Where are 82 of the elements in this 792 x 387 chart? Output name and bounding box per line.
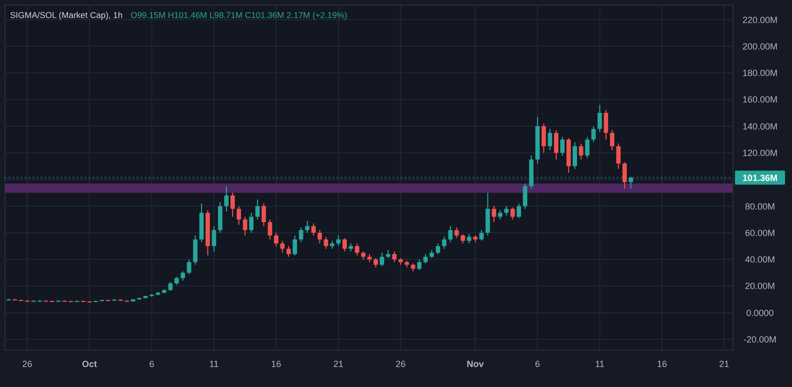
candlestick	[311, 222, 316, 236]
candlestick	[572, 142, 578, 170]
y-tick-label: 80.00M	[744, 201, 776, 212]
candlestick	[193, 234, 198, 266]
x-tick-label: 16	[271, 359, 282, 369]
candlestick	[591, 126, 596, 143]
x-tick-label: 11	[595, 359, 604, 369]
candlestick	[262, 202, 266, 227]
candlestick	[454, 226, 459, 239]
candlestick	[448, 226, 453, 243]
candlestick	[616, 143, 621, 170]
y-tick-label: 220.00M	[742, 14, 778, 25]
y-tick-label: 180.00M	[742, 68, 778, 78]
x-tick-label: 26	[22, 359, 32, 369]
ref-line-label: 101.36M	[742, 172, 778, 183]
candlestick	[274, 232, 278, 247]
candlestick	[510, 206, 515, 220]
candlestick	[498, 210, 502, 220]
y-tick-label: 120.00M	[742, 148, 778, 158]
candlestick	[516, 202, 522, 219]
candlestick	[180, 270, 186, 282]
candlestick	[354, 242, 360, 256]
x-tick-label: Oct	[82, 359, 98, 369]
candlestick	[504, 206, 509, 216]
candlestick	[236, 206, 242, 226]
x-tick-label: 21	[333, 359, 344, 369]
candlestick	[622, 162, 627, 190]
candlestick	[318, 230, 322, 244]
candlestick	[292, 234, 298, 256]
candlestick	[585, 136, 590, 159]
candlestick	[242, 216, 248, 236]
candlestick	[578, 143, 584, 160]
x-tick-label: 6	[535, 359, 540, 369]
y-tick-label: 0.0000	[746, 308, 774, 318]
x-tick-label: 6	[149, 359, 154, 369]
candlestick	[542, 123, 546, 154]
candlestick	[268, 218, 272, 240]
y-tick-label: 20.00M	[744, 281, 776, 292]
text: SIGMA/SOL (Market Cap), 1h	[10, 10, 123, 20]
candlestick	[324, 236, 328, 250]
candlestick	[342, 238, 347, 252]
y-tick-label: 140.00M	[742, 121, 778, 132]
candlestick	[298, 226, 304, 243]
y-tick-label: 160.00M	[742, 94, 778, 105]
candlestick	[436, 242, 440, 255]
x-tick-label: Nov	[466, 359, 484, 369]
x-tick-label: 16	[656, 359, 667, 369]
candlestick	[522, 182, 528, 210]
candlestick	[280, 240, 285, 254]
x-tick-label: 26	[396, 359, 406, 369]
candlestick	[255, 198, 260, 220]
y-tick-label: 200.00M	[742, 41, 778, 52]
x-tick-label: 11	[209, 359, 219, 369]
candlestick	[598, 104, 602, 132]
candlestick	[305, 220, 310, 234]
text: O99.15M H101.46M L98.71M C101.36M 2.17M (+2.19%)	[130, 10, 348, 20]
candlestick	[336, 234, 341, 247]
candlestick	[492, 206, 496, 223]
candlestick	[218, 202, 222, 234]
y-tick-label: -20.00M	[743, 334, 777, 344]
candlestick	[604, 110, 608, 140]
candlestick	[466, 234, 472, 244]
candlestick	[224, 186, 229, 212]
candlestick	[374, 258, 378, 268]
candlestick	[548, 128, 552, 151]
y-tick-label: 60.00M	[744, 228, 776, 238]
candlestick	[560, 136, 565, 156]
candlestick	[186, 258, 192, 275]
candlestick	[442, 236, 446, 250]
candlestick	[249, 212, 254, 234]
x-tick-label: 21	[719, 359, 730, 369]
candlestick	[417, 258, 422, 271]
candlestick	[392, 250, 397, 263]
candlestick	[554, 130, 558, 160]
candlestick	[479, 230, 484, 242]
candlestick	[486, 192, 490, 236]
candlestick	[212, 226, 216, 252]
candlestick	[286, 246, 291, 258]
candlestick	[610, 130, 614, 151]
y-tick-label: 40.00M	[744, 254, 776, 265]
candlestick	[230, 192, 235, 218]
candlestick	[460, 234, 466, 244]
